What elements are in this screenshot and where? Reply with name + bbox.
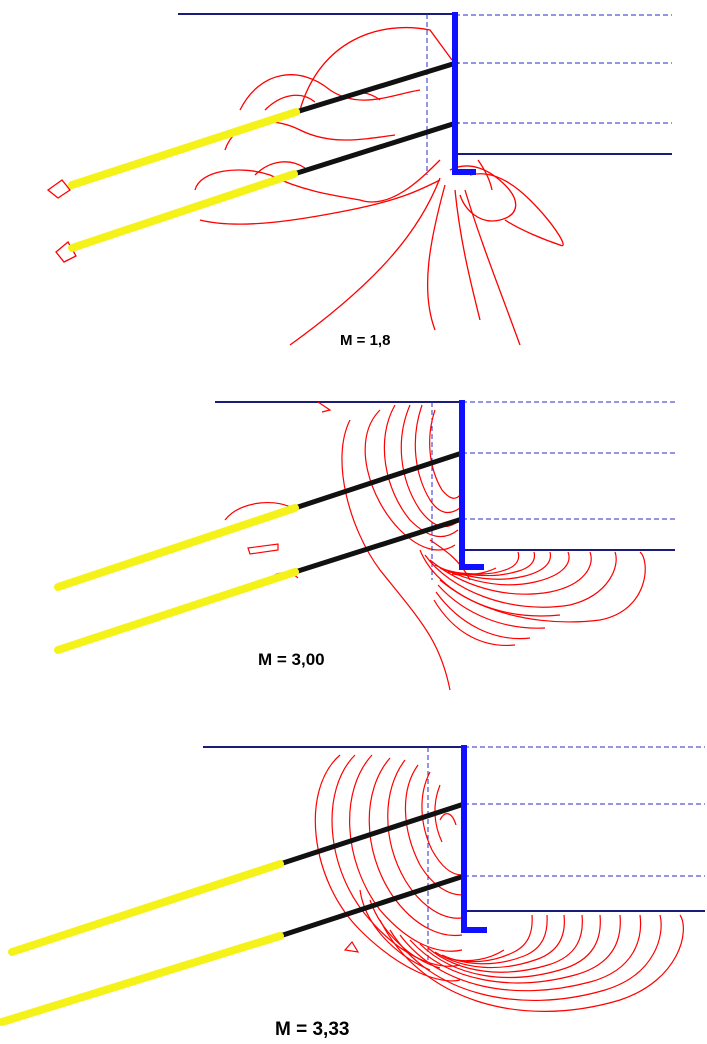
anchor-1-free-length xyxy=(292,450,465,511)
anchor-1-grout-body xyxy=(8,860,284,956)
diagram-svg-2: M = 3,00 xyxy=(54,400,675,691)
anchor-1-free-length xyxy=(277,801,467,867)
anchor-2-free-length xyxy=(291,120,459,177)
dashed-reference-lines xyxy=(431,401,675,580)
retaining-wall xyxy=(461,745,487,933)
plastic-zone-contours xyxy=(46,26,564,346)
plastic-zone-contours xyxy=(314,754,684,1012)
panel-m-1-8: M = 1,8 xyxy=(0,0,707,350)
anchor-1-grout-body xyxy=(54,504,299,591)
dashed-reference-lines xyxy=(426,14,672,175)
panel-label: M = 3,33 xyxy=(275,1019,349,1040)
anchors xyxy=(54,450,465,654)
panel-m-3-00: M = 3,00 xyxy=(0,380,707,710)
retaining-wall xyxy=(459,400,484,570)
panel-m-3-33: M = 3,33 xyxy=(0,730,707,1044)
diagram-svg-3: M = 3,33 xyxy=(0,745,705,1040)
anchor-1-free-length xyxy=(293,60,459,115)
anchors xyxy=(0,801,467,1026)
anchor-2-grout-body xyxy=(68,170,298,252)
anchor-2-free-length xyxy=(277,873,467,939)
retaining-wall xyxy=(452,12,476,175)
plastic-zone-contours xyxy=(224,401,646,691)
anchors xyxy=(68,60,459,252)
panel-label: M = 1,8 xyxy=(340,332,390,349)
panel-label: M = 3,00 xyxy=(258,650,325,669)
diagram-svg-1: M = 1,8 xyxy=(46,12,672,349)
anchor-1-grout-body xyxy=(68,108,300,189)
anchor-2-grout-body xyxy=(0,932,284,1026)
anchor-2-grout-body xyxy=(54,568,299,654)
dashed-reference-lines xyxy=(427,746,705,960)
anchor-2-free-length xyxy=(292,516,465,575)
